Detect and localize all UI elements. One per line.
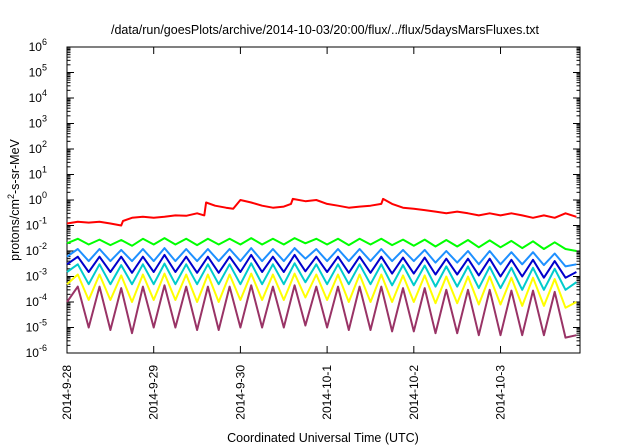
- y-axis-label-pre: protons/cm: [8, 199, 22, 261]
- series-line-3: [66, 247, 577, 268]
- y-tick-base: 10: [29, 91, 43, 105]
- y-tick-label: 105: [29, 63, 47, 80]
- y-tick-exponent: 2: [42, 139, 47, 149]
- y-tick-base: 10: [29, 142, 43, 156]
- y-tick-base: 10: [29, 193, 43, 207]
- series-line-7: [66, 284, 577, 339]
- y-axis-label: protons/cm2-s-sr-MeV: [6, 138, 22, 260]
- y-tick-exponent: -4: [39, 292, 47, 302]
- series-line-6: [66, 272, 577, 309]
- y-tick-label: 10-1: [26, 216, 47, 233]
- y-tick-exponent: -6: [39, 343, 47, 353]
- y-tick-label: 10-3: [26, 267, 47, 284]
- y-tick-label: 106: [29, 37, 47, 54]
- x-axis-label: Coordinated Universal Time (UTC): [227, 431, 419, 445]
- y-tick-label: 101: [29, 165, 47, 182]
- x-tick-label: 2014-9-30: [233, 365, 247, 420]
- y-tick-exponent: 3: [42, 114, 47, 124]
- y-tick-label: 100: [29, 190, 47, 207]
- y-tick-exponent: 5: [42, 63, 47, 73]
- series-line-4: [66, 253, 577, 279]
- y-tick-label: 103: [29, 114, 47, 131]
- y-tick-exponent: 0: [42, 190, 47, 200]
- y-tick-exponent: -2: [39, 241, 47, 251]
- y-tick-exponent: -3: [39, 267, 47, 277]
- x-tick-label: 2014-10-1: [320, 365, 334, 420]
- y-tick-base: 10: [29, 117, 43, 131]
- y-tick-base: 10: [29, 168, 43, 182]
- series-layer: [66, 197, 577, 339]
- y-tick-base: 10: [29, 40, 43, 54]
- y-tick-base: 10: [26, 270, 40, 284]
- y-tick-base: 10: [26, 295, 40, 309]
- y-tick-label: 102: [29, 139, 47, 156]
- plot-frame: [66, 46, 581, 354]
- chart-title: /data/run/goesPlots/archive/2014-10-03/2…: [111, 23, 540, 37]
- y-tick-exponent: -5: [39, 318, 47, 328]
- y-tick-label: 10-2: [26, 241, 47, 258]
- y-axis-label-sup: 2: [6, 194, 16, 199]
- y-axis-label-post: -s-sr-MeV: [8, 138, 22, 194]
- y-tick-exponent: 1: [42, 165, 47, 175]
- y-tick-base: 10: [26, 321, 40, 335]
- y-tick-base: 10: [29, 66, 43, 80]
- series-line-1: [66, 197, 577, 227]
- x-axis: 2014-9-28 2014-9-29 2014-9-30 2014-10-1 2014…: [60, 47, 508, 420]
- y-tick-exponent: 4: [42, 88, 47, 98]
- y-tick-base: 10: [26, 219, 40, 233]
- y-tick-exponent: 6: [42, 37, 47, 47]
- y-tick-exponent: -1: [39, 216, 47, 226]
- y-tick-label: 10-4: [26, 292, 47, 309]
- x-tick-label: 2014-9-29: [147, 365, 161, 420]
- y-tick-label: 10-5: [26, 318, 47, 335]
- series-line-5: [66, 262, 577, 291]
- x-tick-label: 2014-10-2: [407, 365, 421, 420]
- y-tick-base: 10: [26, 244, 40, 258]
- y-tick-label: 104: [29, 88, 47, 105]
- x-tick-label: 2014-10-3: [494, 365, 508, 420]
- series-line-2: [66, 237, 577, 252]
- y-tick-base: 10: [26, 346, 40, 360]
- y-axis: 10-610-510-410-310-210-11001011021031041…: [26, 37, 580, 360]
- y-tick-label: 10-6: [26, 343, 47, 360]
- x-tick-label: 2014-9-28: [60, 365, 74, 420]
